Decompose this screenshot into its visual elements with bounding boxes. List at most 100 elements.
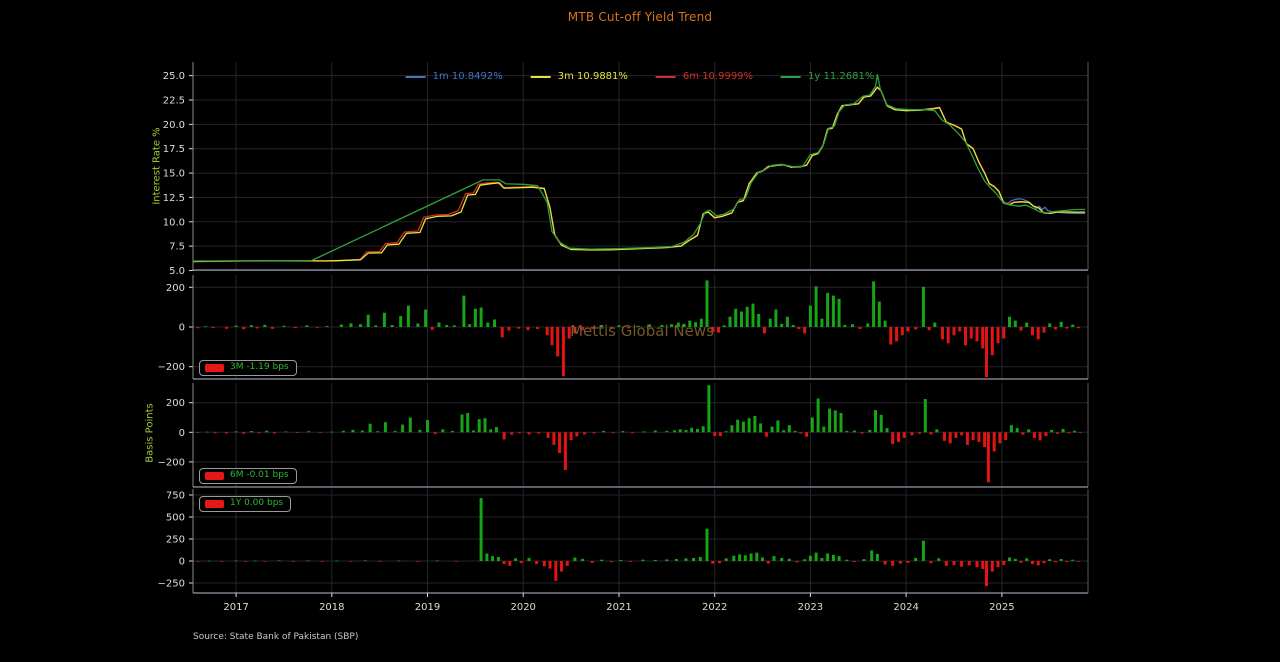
bar	[441, 429, 445, 433]
bar	[814, 552, 818, 561]
bar	[741, 421, 745, 433]
bar	[1031, 561, 1034, 565]
bar	[211, 327, 215, 328]
bar	[682, 323, 686, 327]
bar	[717, 327, 720, 333]
bar	[1076, 561, 1080, 562]
bar	[843, 325, 847, 327]
bar	[1009, 425, 1013, 433]
legend-label-3m: 3m 10.9881%	[557, 71, 628, 82]
bar	[550, 327, 554, 346]
bar	[205, 431, 209, 433]
bar	[648, 324, 652, 327]
x-axis: 2017 2018 2019 2020 2021 2022 2023 2024 2025	[223, 593, 1015, 613]
badge-swatch-6m	[205, 471, 224, 480]
bar	[814, 286, 818, 327]
bar	[1073, 430, 1077, 433]
bar	[713, 432, 717, 436]
y-axis-label-basis-points: Basis Points	[144, 403, 156, 463]
bar	[445, 325, 449, 327]
bar	[1061, 429, 1065, 433]
bar	[941, 327, 944, 340]
bar	[707, 385, 711, 433]
bar	[242, 327, 246, 330]
badge-1y: 1Y 0.00 bps	[199, 496, 292, 512]
bar	[960, 561, 964, 567]
bar	[253, 560, 257, 562]
bar	[837, 556, 841, 561]
bar	[609, 327, 613, 329]
bar	[366, 314, 370, 327]
bar	[602, 430, 606, 433]
bar	[929, 561, 933, 564]
bar	[820, 557, 824, 561]
legend-item-1m: 1m 10.8492%	[405, 71, 503, 82]
bar	[805, 432, 809, 437]
y-tick-label: 10.0	[163, 217, 185, 228]
legend-line-swatch-6m	[655, 75, 676, 78]
bar	[263, 561, 267, 562]
bar	[424, 309, 428, 327]
bar	[406, 305, 410, 327]
bar	[437, 322, 441, 327]
bar	[902, 432, 906, 438]
bar	[1002, 327, 1006, 339]
bar	[889, 327, 893, 345]
bar	[831, 554, 835, 561]
bar	[1050, 429, 1054, 433]
bar	[745, 306, 749, 327]
bar	[617, 325, 621, 327]
bar	[785, 316, 789, 327]
bar	[397, 560, 401, 562]
bar	[1065, 561, 1069, 562]
bar	[826, 553, 830, 561]
bar	[696, 429, 699, 433]
bar	[433, 432, 437, 435]
bar	[486, 322, 490, 327]
y-tick-label: 5.0	[169, 266, 185, 277]
badge-swatch-3m	[205, 363, 224, 372]
bar	[390, 325, 394, 327]
bar	[545, 327, 549, 336]
bar	[527, 557, 531, 561]
bar	[900, 327, 904, 336]
bar	[1032, 432, 1036, 438]
bar	[986, 432, 990, 483]
y-tick-label: 22.5	[163, 96, 185, 107]
line-series-1y	[192, 74, 1086, 262]
bar	[416, 561, 420, 562]
bar	[969, 327, 973, 339]
legend-label-6m: 6m 10.9999%	[682, 71, 754, 82]
bar	[330, 431, 334, 433]
bar	[740, 311, 743, 327]
bar	[763, 327, 766, 334]
y-axis-label-interest-rate: Interest Rate %	[151, 127, 163, 205]
bar	[393, 430, 397, 433]
badge-label-6m: 6M -0.01 bps	[230, 470, 289, 480]
bar	[468, 324, 472, 327]
bar	[477, 419, 481, 433]
bar	[383, 422, 387, 433]
bar	[611, 432, 615, 434]
bar	[870, 550, 874, 561]
bar	[866, 323, 870, 327]
bar	[408, 417, 412, 433]
bar	[776, 420, 780, 433]
bar	[803, 559, 807, 561]
bar	[494, 427, 498, 433]
bar	[759, 423, 763, 433]
y-tick-label: 0	[179, 557, 185, 568]
bar	[891, 432, 895, 445]
bar	[295, 432, 299, 433]
bar	[581, 327, 585, 331]
bar	[1076, 327, 1080, 329]
bar	[335, 560, 339, 562]
panel-yield-trend: 5.0 7.5 10.0 12.5 15.0 17.5 20.0 22.5 25.0	[163, 62, 1089, 277]
bar	[418, 429, 422, 433]
bar	[833, 410, 837, 433]
bar	[556, 327, 560, 357]
bar	[1042, 327, 1046, 333]
bar	[1025, 558, 1029, 561]
bar	[583, 432, 586, 435]
